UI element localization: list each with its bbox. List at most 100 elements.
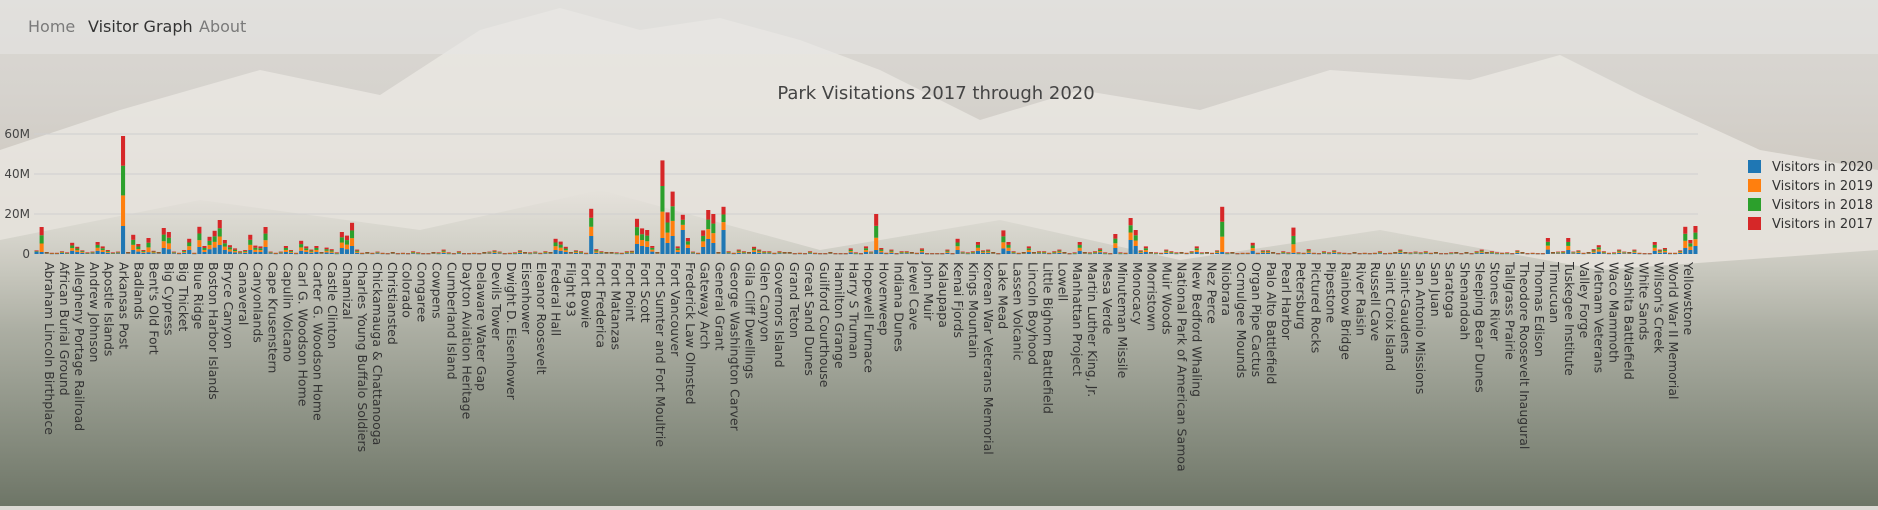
bar-segment-2017[interactable] [121, 136, 126, 166]
bar-segment-2020[interactable] [981, 253, 986, 254]
bar-segment-2018[interactable] [1652, 244, 1657, 248]
bar-segment-2017[interactable] [558, 241, 563, 245]
bar-segment-2019[interactable] [1291, 244, 1296, 253]
bar-segment-2019[interactable] [171, 252, 176, 254]
bar-segment-2018[interactable] [670, 206, 675, 221]
bar-segment-2018[interactable] [528, 252, 533, 254]
bar-segment-2017[interactable] [1133, 230, 1138, 236]
bar-segment-2020[interactable] [1489, 253, 1494, 254]
bar-segment-2018[interactable] [238, 251, 243, 253]
bar-segment-2018[interactable] [75, 248, 80, 251]
bar-segment-2017[interactable] [665, 212, 670, 223]
bar-segment-2019[interactable] [110, 253, 115, 254]
bar-segment-2018[interactable] [497, 252, 502, 253]
bar-segment-2019[interactable] [319, 252, 324, 254]
bar-segment-2017[interactable] [685, 238, 690, 242]
bar-segment-2017[interactable] [1489, 251, 1494, 252]
bar-segment-2018[interactable] [614, 252, 619, 254]
bar-segment-2018[interactable] [1011, 251, 1016, 253]
bar-segment-2020[interactable] [1454, 253, 1459, 254]
bar-segment-2018[interactable] [487, 252, 492, 253]
nav-visitor-graph-link[interactable]: Visitor Graph [88, 17, 193, 36]
bar-segment-2019[interactable] [207, 244, 212, 250]
bar-segment-2019[interactable] [197, 240, 202, 247]
bar-segment-2019[interactable] [981, 252, 986, 253]
bar-segment-2020[interactable] [1031, 253, 1036, 254]
legend-label-2017[interactable]: Visitors in 2017 [1772, 217, 1873, 232]
bar-segment-2018[interactable] [1194, 248, 1199, 251]
bar-segment-2018[interactable] [1561, 251, 1566, 253]
bar-segment-2019[interactable] [1204, 252, 1209, 254]
bar-segment-2018[interactable] [1622, 252, 1627, 253]
bar-segment-2018[interactable] [975, 244, 980, 248]
bar-segment-2018[interactable] [110, 252, 115, 254]
bar-segment-2017[interactable] [1535, 253, 1540, 254]
bar-segment-2019[interactable] [1601, 252, 1606, 254]
bar-segment-2019[interactable] [533, 252, 538, 254]
bar-segment-2020[interactable] [1586, 253, 1591, 254]
bar-segment-2017[interactable] [1098, 248, 1103, 250]
bar-segment-2017[interactable] [441, 249, 446, 251]
bar-segment-2020[interactable] [1291, 252, 1296, 254]
bar-segment-2017[interactable] [1444, 253, 1449, 254]
bar-segment-2018[interactable] [716, 252, 721, 254]
bar-segment-2018[interactable] [151, 251, 156, 253]
bar-segment-2017[interactable] [207, 236, 212, 241]
bar-segment-2019[interactable] [869, 252, 874, 254]
bar-segment-2019[interactable] [1377, 252, 1382, 254]
bar-segment-2017[interactable] [594, 249, 599, 251]
bar-segment-2018[interactable] [533, 252, 538, 253]
bar-segment-2020[interactable] [889, 252, 894, 254]
bar-segment-2017[interactable] [1215, 250, 1220, 252]
bar-segment-2018[interactable] [1143, 248, 1148, 251]
bar-segment-2018[interactable] [65, 252, 70, 254]
bar-segment-2019[interactable] [253, 249, 258, 252]
bar-segment-2020[interactable] [1220, 252, 1225, 254]
bar-segment-2017[interactable] [44, 252, 49, 253]
bar-segment-2019[interactable] [726, 252, 731, 254]
bar-segment-2019[interactable] [752, 250, 757, 252]
bar-segment-2020[interactable] [1296, 253, 1301, 255]
bar-segment-2017[interactable] [1011, 251, 1016, 252]
bar-segment-2019[interactable] [558, 247, 563, 251]
bar-segment-2017[interactable] [869, 251, 874, 253]
bar-segment-2019[interactable] [945, 251, 950, 253]
bar-segment-2018[interactable] [121, 165, 126, 196]
bar-segment-2019[interactable] [767, 252, 772, 254]
bar-segment-2017[interactable] [1123, 252, 1128, 254]
bar-segment-2020[interactable] [278, 253, 283, 254]
bar-segment-2018[interactable] [1601, 251, 1606, 253]
bar-segment-2018[interactable] [1281, 251, 1286, 253]
bar-segment-2019[interactable] [579, 252, 584, 254]
bar-segment-2017[interactable] [1617, 249, 1622, 251]
bar-segment-2020[interactable] [411, 253, 416, 254]
bar-segment-2017[interactable] [741, 251, 746, 252]
bar-segment-2017[interactable] [538, 252, 543, 254]
bar-segment-2017[interactable] [1479, 249, 1484, 251]
bar-segment-2017[interactable] [970, 251, 975, 252]
bar-segment-2018[interactable] [339, 237, 344, 243]
bar-segment-2019[interactable] [1662, 250, 1667, 253]
bar-segment-2017[interactable] [304, 246, 309, 249]
bar-segment-2019[interactable] [304, 250, 309, 252]
bar-segment-2020[interactable] [512, 253, 517, 255]
bar-segment-2017[interactable] [1194, 246, 1199, 249]
bar-segment-2018[interactable] [222, 243, 227, 247]
bar-segment-2018[interactable] [416, 252, 421, 254]
bar-segment-2018[interactable] [579, 251, 584, 253]
bar-segment-2017[interactable] [899, 251, 904, 252]
bar-segment-2017[interactable] [253, 245, 258, 248]
bar-segment-2017[interactable] [1128, 218, 1133, 226]
bar-segment-2018[interactable] [706, 219, 711, 230]
bar-segment-2018[interactable] [874, 225, 879, 238]
bar-segment-2017[interactable] [171, 251, 176, 253]
bar-segment-2019[interactable] [1652, 247, 1657, 251]
bar-segment-2017[interactable] [731, 252, 736, 254]
bar-segment-2018[interactable] [1433, 252, 1438, 254]
bar-segment-2017[interactable] [1403, 252, 1408, 253]
bar-segment-2019[interactable] [853, 253, 858, 254]
bar-segment-2020[interactable] [238, 253, 243, 254]
bar-segment-2018[interactable] [553, 242, 558, 247]
bar-segment-2019[interactable] [573, 252, 578, 253]
bar-segment-2018[interactable] [1062, 252, 1067, 254]
